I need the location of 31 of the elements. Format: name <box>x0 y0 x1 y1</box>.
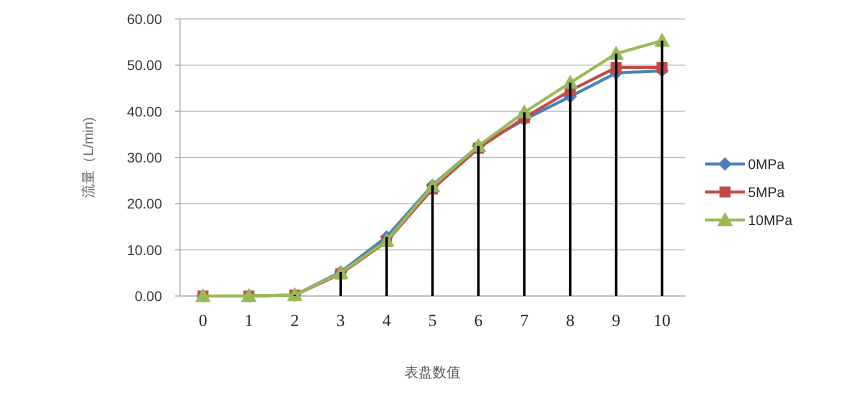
x-tick-label: 0 <box>198 311 208 330</box>
x-tick-label: 10 <box>654 311 671 330</box>
bar <box>385 236 388 296</box>
x-tick-label: 4 <box>382 311 392 330</box>
x-tick-label: 7 <box>520 311 530 330</box>
legend-label: 5MPa <box>748 184 785 200</box>
x-tick-label: 3 <box>336 311 345 330</box>
y-axis-title: 流量（L/min) <box>80 117 96 198</box>
x-tick-label: 8 <box>566 311 574 330</box>
x-axis-title: 表盘数值 <box>404 364 460 380</box>
bar <box>660 40 664 296</box>
y-tick-label: 20.00 <box>126 196 162 212</box>
bar <box>339 272 342 296</box>
bar <box>431 185 434 296</box>
y-tick-label: 10.00 <box>126 242 162 258</box>
y-tick-label: 30.00 <box>126 150 162 166</box>
bar <box>614 54 618 296</box>
y-tick-label: 40.00 <box>126 103 162 120</box>
x-tick-label: 1 <box>244 311 254 330</box>
bar <box>568 82 572 296</box>
bar <box>523 112 526 296</box>
y-tick-label: 60.00 <box>126 11 162 27</box>
x-tick-label: 9 <box>612 311 620 330</box>
legend-label: 0MPa <box>748 156 785 172</box>
legend-label: 10MPa <box>748 212 793 228</box>
y-tick-label: 50.00 <box>126 57 162 74</box>
x-tick-label: 5 <box>428 311 437 330</box>
x-tick-label: 2 <box>290 311 300 330</box>
x-tick-label: 6 <box>474 311 483 330</box>
y-tick-label: 0.00 <box>134 288 162 304</box>
bar <box>477 146 480 296</box>
